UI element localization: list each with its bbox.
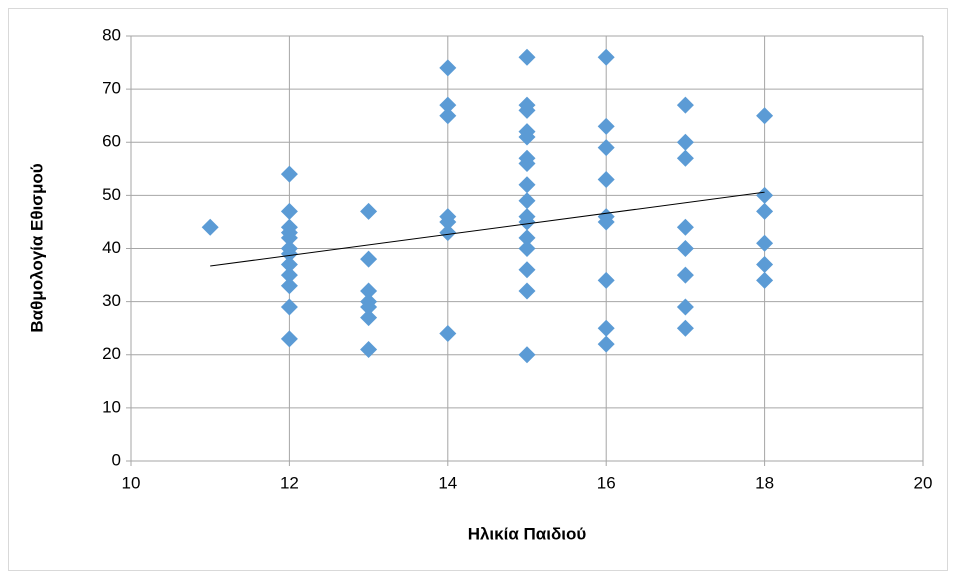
point: [518, 128, 536, 146]
point: [597, 213, 615, 231]
point: [676, 266, 694, 284]
point: [518, 101, 536, 119]
point: [280, 266, 298, 284]
point: [280, 229, 298, 247]
point: [439, 96, 457, 114]
point: [360, 202, 378, 220]
chart-frame: [8, 8, 948, 571]
point: [518, 282, 536, 300]
point: [280, 165, 298, 183]
point: [756, 234, 774, 252]
point: [201, 218, 219, 236]
point: [597, 48, 615, 66]
point: [360, 340, 378, 358]
y-tick-label: 80: [102, 25, 121, 44]
point: [439, 59, 457, 77]
y-tick-label: 30: [102, 291, 121, 310]
x-tick-label: 16: [597, 473, 616, 492]
point: [676, 298, 694, 316]
y-tick-label: 50: [102, 185, 121, 204]
point: [439, 213, 457, 231]
point: [518, 240, 536, 257]
point: [518, 261, 536, 279]
point: [439, 107, 457, 125]
x-tick-label: 20: [914, 473, 933, 492]
x-tick-label: 10: [122, 473, 141, 492]
point: [756, 202, 774, 220]
point: [439, 224, 457, 242]
point: [597, 117, 615, 135]
point: [280, 277, 298, 295]
point: [597, 139, 615, 157]
point: [360, 250, 378, 268]
point: [676, 218, 694, 236]
point: [597, 271, 615, 289]
point: [597, 335, 615, 353]
point: [676, 149, 694, 167]
y-tick-label: 20: [102, 344, 121, 363]
point: [280, 255, 298, 273]
point: [518, 176, 536, 194]
point: [518, 155, 536, 172]
point: [518, 346, 536, 364]
x-tick-label: 14: [438, 473, 457, 492]
y-tick-label: 40: [102, 238, 121, 257]
point: [360, 298, 378, 316]
point: [597, 170, 615, 188]
y-tick-label: 0: [112, 450, 121, 469]
point: [756, 107, 774, 125]
y-axis-title: Βαθμολογία Εθισμού: [27, 163, 46, 332]
y-tick-label: 70: [102, 79, 121, 98]
point: [676, 319, 694, 337]
y-tick-label: 60: [102, 132, 121, 151]
point: [518, 48, 536, 66]
point: [756, 255, 774, 273]
point: [676, 240, 694, 257]
point: [518, 229, 536, 247]
point: [676, 96, 694, 114]
trendline: [210, 191, 765, 267]
point: [518, 213, 536, 231]
point: [676, 133, 694, 151]
point: [360, 282, 378, 300]
y-tick-label: 10: [102, 397, 121, 416]
point: [439, 325, 457, 342]
point: [280, 202, 298, 220]
point: [597, 319, 615, 337]
point: [280, 330, 298, 348]
point: [756, 271, 774, 289]
x-tick-label: 12: [280, 473, 299, 492]
point: [756, 186, 774, 204]
x-axis-title: Ηλικία Παιδιού: [468, 524, 587, 543]
point: [518, 192, 536, 210]
x-tick-label: 18: [755, 473, 774, 492]
point: [280, 245, 298, 263]
point: [280, 298, 298, 316]
point: [360, 309, 378, 327]
